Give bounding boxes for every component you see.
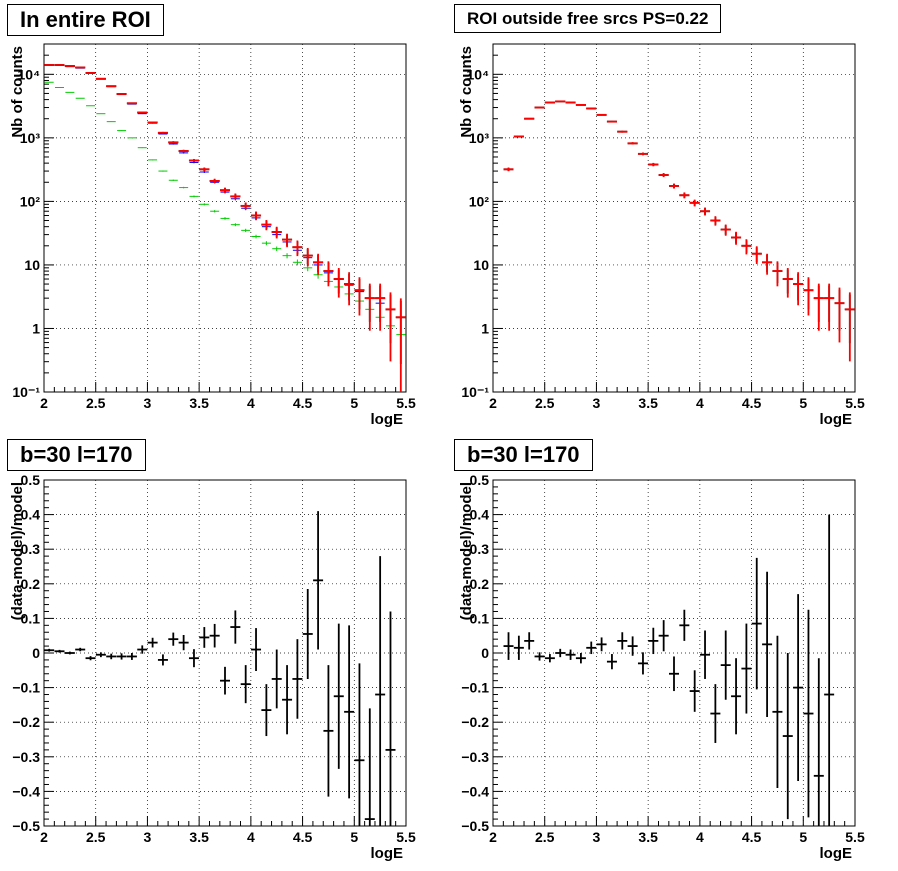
panel-title: b=30 l=170 xyxy=(454,439,593,471)
y-tick-label: 0 xyxy=(32,645,40,661)
x-tick-label: 3 xyxy=(593,829,601,845)
y-tick-label: 0.4 xyxy=(470,507,490,523)
y-tick-label: −0.2 xyxy=(12,714,40,730)
plot-area xyxy=(493,44,855,392)
x-tick-label: 5 xyxy=(799,395,807,411)
y-tick-label: 10² xyxy=(469,193,490,209)
plot-frame xyxy=(492,43,856,393)
x-tick-label: 2.5 xyxy=(86,395,106,411)
x-tick-label: 2.5 xyxy=(86,829,106,845)
y-tick-label: −0.5 xyxy=(12,818,40,834)
x-tick-label: 2 xyxy=(489,829,497,845)
panel-counts-entire-roi: 2 2.5 3 3.5 4 4.5 5 5.5 10⁻¹ 1 10 10² 10³ 10⁴ logE Nb o… xyxy=(0,0,449,435)
y-axis-label: Nb of counts xyxy=(458,46,475,138)
y-tick-label: 10⁴ xyxy=(467,66,490,82)
y-tick-label: 0.3 xyxy=(21,541,41,557)
x-tick-label: 3.5 xyxy=(638,829,658,845)
y-tick-label: 10⁻¹ xyxy=(12,384,40,400)
x-tick-label: 5.5 xyxy=(396,395,416,411)
x-tick-label: 3 xyxy=(593,395,601,411)
panel-title: b=30 l=170 xyxy=(7,439,146,471)
plot-frame xyxy=(43,43,407,393)
x-tick-label: 3 xyxy=(144,829,152,845)
y-tick-label: 10² xyxy=(20,193,41,209)
y-tick-label: 0.2 xyxy=(470,576,490,592)
y-tick-label: 10⁴ xyxy=(18,66,41,82)
y-tick-label: −0.4 xyxy=(461,783,489,799)
y-tick-label: 10⁻¹ xyxy=(461,384,489,400)
x-tick-label: 4 xyxy=(696,829,704,845)
y-axis-label: (data-model)/model xyxy=(458,482,475,620)
x-tick-label: 5.5 xyxy=(845,395,865,411)
chart-counts-entire-roi: 2 2.5 3 3.5 4 4.5 5 5.5 10⁻¹ 1 10 10² 10³ 10⁴ logE Nb o… xyxy=(9,43,416,428)
y-tick-label: −0.1 xyxy=(12,680,40,696)
x-tick-label: 4.5 xyxy=(293,829,313,845)
y-tick-label: −0.1 xyxy=(461,680,489,696)
x-tick-label: 4 xyxy=(696,395,704,411)
x-tick-label: 5 xyxy=(350,829,358,845)
y-axis-label: Nb of counts xyxy=(9,46,26,138)
x-axis-label: logE xyxy=(371,411,404,428)
panel-residuals-right: 2 2.5 3 3.5 4 4.5 5 5.5 −0.5 −0.4 −0.3 −0.2 −0.1 0 0.1… xyxy=(449,436,898,871)
plot-frame xyxy=(492,479,856,827)
x-axis-label: logE xyxy=(371,845,404,862)
x-tick-label: 4.5 xyxy=(293,395,313,411)
x-tick-label: 2.5 xyxy=(535,829,555,845)
x-tick-label: 2 xyxy=(489,395,497,411)
y-tick-label: 10 xyxy=(24,257,40,273)
x-tick-label: 5.5 xyxy=(396,829,416,845)
plot-frame xyxy=(43,479,407,827)
x-axis-label: logE xyxy=(820,845,853,862)
x-tick-label: 2.5 xyxy=(535,395,555,411)
y-tick-label: 0.5 xyxy=(21,472,41,488)
y-axis-label: (data-model)/model xyxy=(9,482,26,620)
y-tick-label: 0.1 xyxy=(21,610,41,626)
x-tick-label: 4 xyxy=(247,829,255,845)
panel-residuals-left: 2 2.5 3 3.5 4 4.5 5 5.5 −0.5 −0.4 −0.3 −0.2 −0.1 0 0.1… xyxy=(0,436,449,871)
x-tick-label: 3 xyxy=(144,395,152,411)
y-tick-label: 10³ xyxy=(469,130,490,146)
panel-counts-outside-free-srcs: 2 2.5 3 3.5 4 4.5 5 5.5 10⁻¹ 1 10 10² 10³ 10⁴ logE Nb o… xyxy=(449,0,898,435)
x-tick-label: 4.5 xyxy=(742,829,762,845)
y-tick-label: 0 xyxy=(481,645,489,661)
chart-residuals-left: 2 2.5 3 3.5 4 4.5 5 5.5 −0.5 −0.4 −0.3 −0.2 −0.1 0 0.1… xyxy=(9,472,416,862)
y-tick-label: 1 xyxy=(481,320,489,336)
x-tick-label: 3.5 xyxy=(189,829,209,845)
x-tick-label: 5.5 xyxy=(845,829,865,845)
y-tick-label: −0.3 xyxy=(12,749,40,765)
x-tick-label: 3.5 xyxy=(638,395,658,411)
x-tick-label: 4 xyxy=(247,395,255,411)
y-tick-label: 10³ xyxy=(20,130,41,146)
x-tick-label: 3.5 xyxy=(189,395,209,411)
y-tick-label: 0.3 xyxy=(470,541,490,557)
y-tick-label: −0.3 xyxy=(461,749,489,765)
y-tick-label: −0.2 xyxy=(461,714,489,730)
x-tick-label: 4.5 xyxy=(742,395,762,411)
x-tick-label: 2 xyxy=(40,395,48,411)
x-axis-label: logE xyxy=(820,411,853,428)
y-tick-label: −0.5 xyxy=(461,818,489,834)
panel-title: ROI outside free srcs PS=0.22 xyxy=(454,4,722,33)
chart-residuals-right: 2 2.5 3 3.5 4 4.5 5 5.5 −0.5 −0.4 −0.3 −0.2 −0.1 0 0.1… xyxy=(458,472,865,862)
y-tick-label: −0.4 xyxy=(12,783,40,799)
chart-counts-outside-free-srcs: 2 2.5 3 3.5 4 4.5 5 5.5 10⁻¹ 1 10 10² 10³ 10⁴ logE Nb o… xyxy=(458,43,865,428)
y-tick-label: 0.2 xyxy=(21,576,41,592)
x-tick-label: 5 xyxy=(350,395,358,411)
y-tick-label: 1 xyxy=(32,320,40,336)
panel-title: In entire ROI xyxy=(7,4,164,36)
y-tick-label: 0.5 xyxy=(470,472,490,488)
y-tick-label: 0.4 xyxy=(21,507,41,523)
y-tick-label: 10 xyxy=(473,257,489,273)
x-tick-label: 2 xyxy=(40,829,48,845)
x-tick-label: 5 xyxy=(799,829,807,845)
y-tick-label: 0.1 xyxy=(470,610,490,626)
